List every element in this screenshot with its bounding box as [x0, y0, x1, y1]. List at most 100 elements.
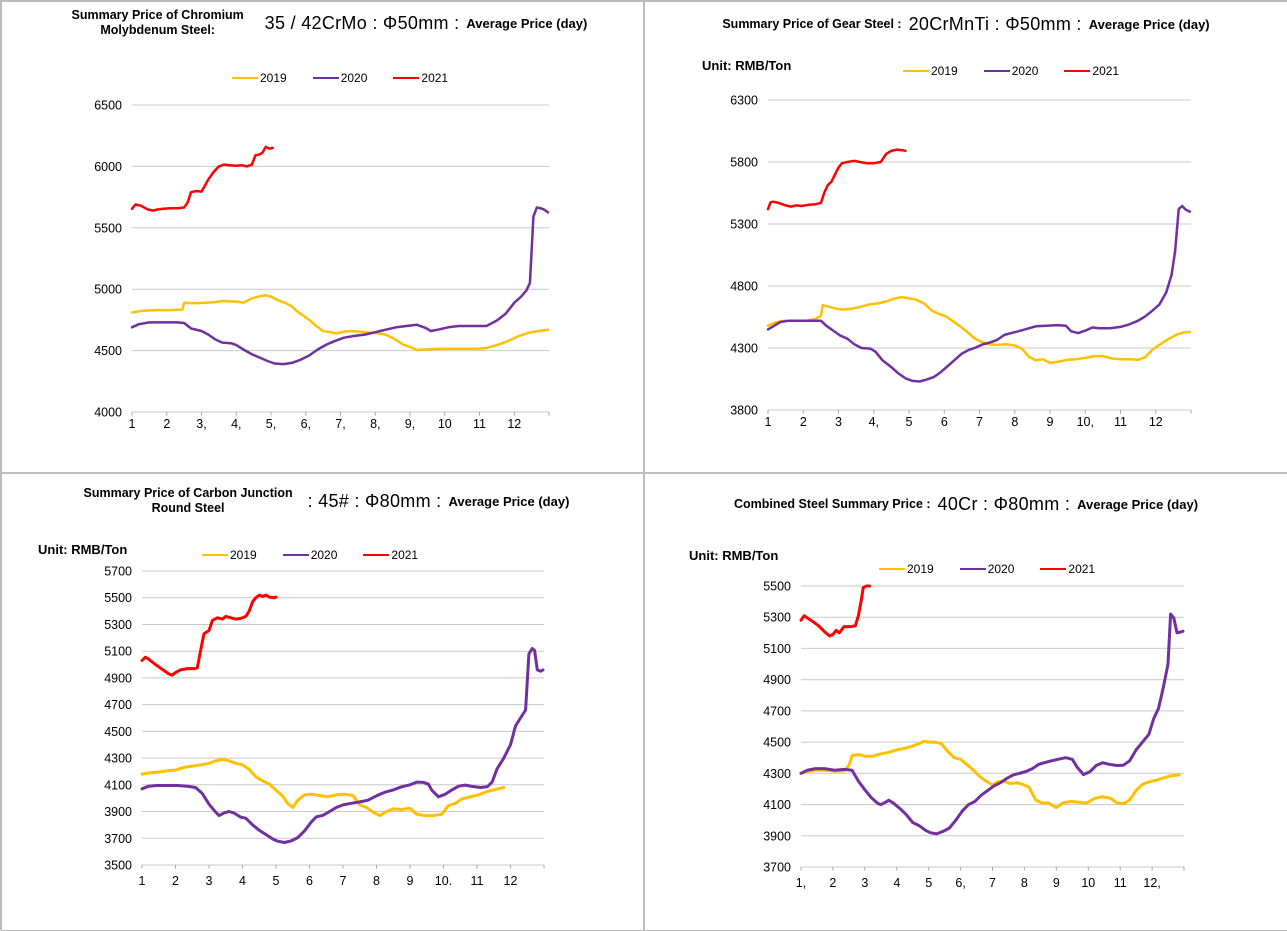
legend-swatch: [983, 70, 1010, 72]
svg-text:4700: 4700: [104, 698, 132, 712]
line-chart-carbon-round-steel: 3500 3700 3900 4100 4300 4500 4700 4900 5100 5300…: [104, 565, 545, 888]
legend-item-2021: 2021: [1064, 64, 1119, 78]
svg-text:4500: 4500: [104, 725, 132, 739]
svg-text:10.: 10.: [435, 874, 452, 888]
svg-text:3800: 3800: [730, 404, 758, 418]
svg-text:6300: 6300: [730, 94, 758, 108]
chart-title-suffix: Average Price (day): [1077, 497, 1199, 512]
series-2019: [130, 294, 550, 352]
chart-title-suffix: Average Price (day): [448, 493, 570, 509]
legend-label: 2020: [340, 71, 368, 85]
legend-label: 2020: [1011, 64, 1039, 78]
legend-item-2020: 2020: [983, 64, 1039, 78]
chart-title-prefix: Summary Price of Carbon Junction Round S…: [83, 486, 293, 515]
legend-item-2020: 2020: [282, 548, 338, 562]
x-axis-ticks: [767, 410, 1192, 414]
svg-text:4900: 4900: [104, 671, 132, 685]
gridlines: [142, 570, 544, 866]
y-axis-labels: 3700 3900 4100 4300 4500 4700 4900 5100 5300 5500: [763, 580, 791, 875]
series-2019: [140, 757, 506, 818]
svg-text:7: 7: [976, 415, 983, 429]
x-axis-labels: 1 2 3, 4, 5, 6, 7, 8, 9, 10 11 12: [129, 417, 522, 431]
svg-text:5300: 5300: [763, 611, 791, 625]
svg-text:5300: 5300: [730, 218, 758, 232]
svg-text:1,: 1,: [796, 876, 806, 890]
legend-swatch: [393, 77, 420, 79]
svg-text:7,: 7,: [335, 417, 345, 431]
svg-text:5: 5: [925, 876, 932, 890]
svg-text:11: 11: [1114, 876, 1127, 890]
series-2021: [766, 148, 907, 211]
legend-item-2020: 2020: [312, 71, 368, 85]
svg-text:8: 8: [1011, 415, 1018, 429]
chart-title: Combined Steel Summary Price : 40Cr : Φ8…: [645, 494, 1287, 515]
svg-text:3: 3: [835, 415, 842, 429]
chart-panel-chromium-molybdenum: 4000 4500 5000 5500 6000 6500 1 2 3, 4, 5, 6, 7, 8, 9,…: [1, 1, 644, 473]
svg-text:8: 8: [1021, 876, 1028, 890]
legend-label: 2020: [310, 548, 338, 562]
chart-title-prefix: Combined Steel Summary Price :: [733, 497, 931, 511]
legend-item-2019: 2019: [202, 548, 257, 562]
svg-text:11: 11: [471, 874, 484, 888]
svg-text:5100: 5100: [763, 642, 791, 656]
chart-title-main: 40Cr : Φ80mm :: [937, 494, 1071, 514]
chart-title: Summary Price of Carbon Junction Round S…: [2, 486, 643, 516]
legend-item-2021: 2021: [363, 548, 418, 562]
legend-label: 2019: [230, 548, 257, 562]
series-2020: [140, 647, 545, 844]
svg-text:4800: 4800: [730, 280, 758, 294]
svg-text:5800: 5800: [730, 156, 758, 170]
legend-swatch: [879, 568, 905, 570]
legend-label: 2019: [260, 71, 287, 85]
series-2020: [766, 204, 1192, 383]
svg-text:5500: 5500: [94, 221, 122, 235]
svg-text:4500: 4500: [94, 344, 122, 358]
svg-text:4300: 4300: [763, 767, 791, 781]
series-2021: [799, 584, 872, 638]
svg-text:9: 9: [407, 874, 414, 888]
legend-swatch: [903, 70, 929, 72]
chart-title-main: : 45# : Φ80mm :: [307, 490, 442, 511]
legend-label: 2021: [1092, 64, 1120, 78]
legend-swatch: [312, 77, 339, 79]
svg-text:5700: 5700: [104, 565, 132, 579]
gridlines: [768, 99, 1191, 411]
legend-item-2021: 2021: [393, 71, 448, 85]
x-axis-labels: 1 2 3 4, 5 6 7 8 9 10, 11 12: [765, 415, 1163, 429]
svg-text:4300: 4300: [104, 752, 132, 766]
svg-text:4500: 4500: [763, 736, 791, 750]
svg-text:12: 12: [507, 417, 521, 431]
svg-text:3700: 3700: [104, 832, 132, 846]
legend: 2019 2020 2021: [879, 562, 1095, 576]
svg-text:1: 1: [139, 874, 146, 888]
svg-text:5300: 5300: [104, 618, 132, 632]
legend-swatch: [232, 77, 258, 79]
gridlines: [801, 585, 1184, 868]
legend-swatch: [363, 554, 390, 556]
svg-text:9: 9: [1053, 876, 1060, 890]
legend-swatch: [1040, 568, 1067, 570]
svg-text:9: 9: [1047, 415, 1054, 429]
legend-label: 2021: [1068, 562, 1096, 576]
legend-item-2019: 2019: [232, 71, 287, 85]
svg-text:5: 5: [906, 415, 913, 429]
svg-text:5000: 5000: [94, 283, 122, 297]
svg-text:4700: 4700: [763, 704, 791, 718]
svg-text:3900: 3900: [104, 805, 132, 819]
svg-text:5500: 5500: [763, 580, 791, 594]
unit-label: Unit: RMB/Ton: [689, 548, 779, 563]
gridlines: [132, 104, 549, 413]
legend-item-2021: 2021: [1040, 562, 1095, 576]
svg-text:4,: 4,: [869, 415, 879, 429]
legend-swatch: [202, 554, 228, 556]
legend-swatch: [282, 554, 309, 556]
chart-title: Summary Price of Gear Steel : 20CrMnTi :…: [645, 14, 1287, 35]
svg-text:12: 12: [1149, 415, 1163, 429]
svg-text:3: 3: [206, 874, 213, 888]
chart-title-prefix: Summary Price of Gear Steel :: [722, 17, 902, 31]
svg-text:3: 3: [861, 876, 868, 890]
svg-text:10: 10: [438, 417, 452, 431]
